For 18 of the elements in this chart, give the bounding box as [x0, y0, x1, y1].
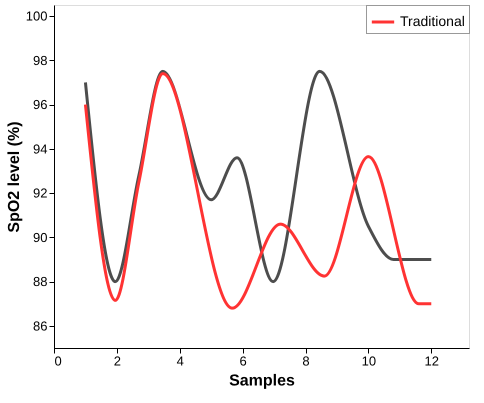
x-tick-label: 4 [176, 354, 184, 368]
y-tick-label: 94 [33, 141, 48, 156]
y-tick-label: 100 [26, 8, 48, 24]
y-tick-label: 86 [33, 318, 48, 334]
y-axis-title: SpO2 level (%) [6, 121, 23, 233]
x-tick-label: 10 [362, 354, 376, 368]
x-tick-label: 0 [54, 354, 62, 368]
x-tick-label: 2 [114, 354, 121, 368]
y-tick-label: 90 [33, 230, 48, 245]
legend-label: Traditional [400, 13, 465, 29]
x-tick-label: 6 [240, 354, 247, 368]
y-tick-label: 96 [33, 97, 48, 112]
y-tick-label: 88 [33, 274, 48, 290]
y-tick-label: 98 [33, 52, 48, 68]
y-tick-label: 92 [33, 186, 48, 201]
x-tick-label: 12 [424, 354, 440, 368]
x-tick-label: 8 [302, 354, 310, 368]
x-axis-title: Samples [229, 372, 296, 390]
